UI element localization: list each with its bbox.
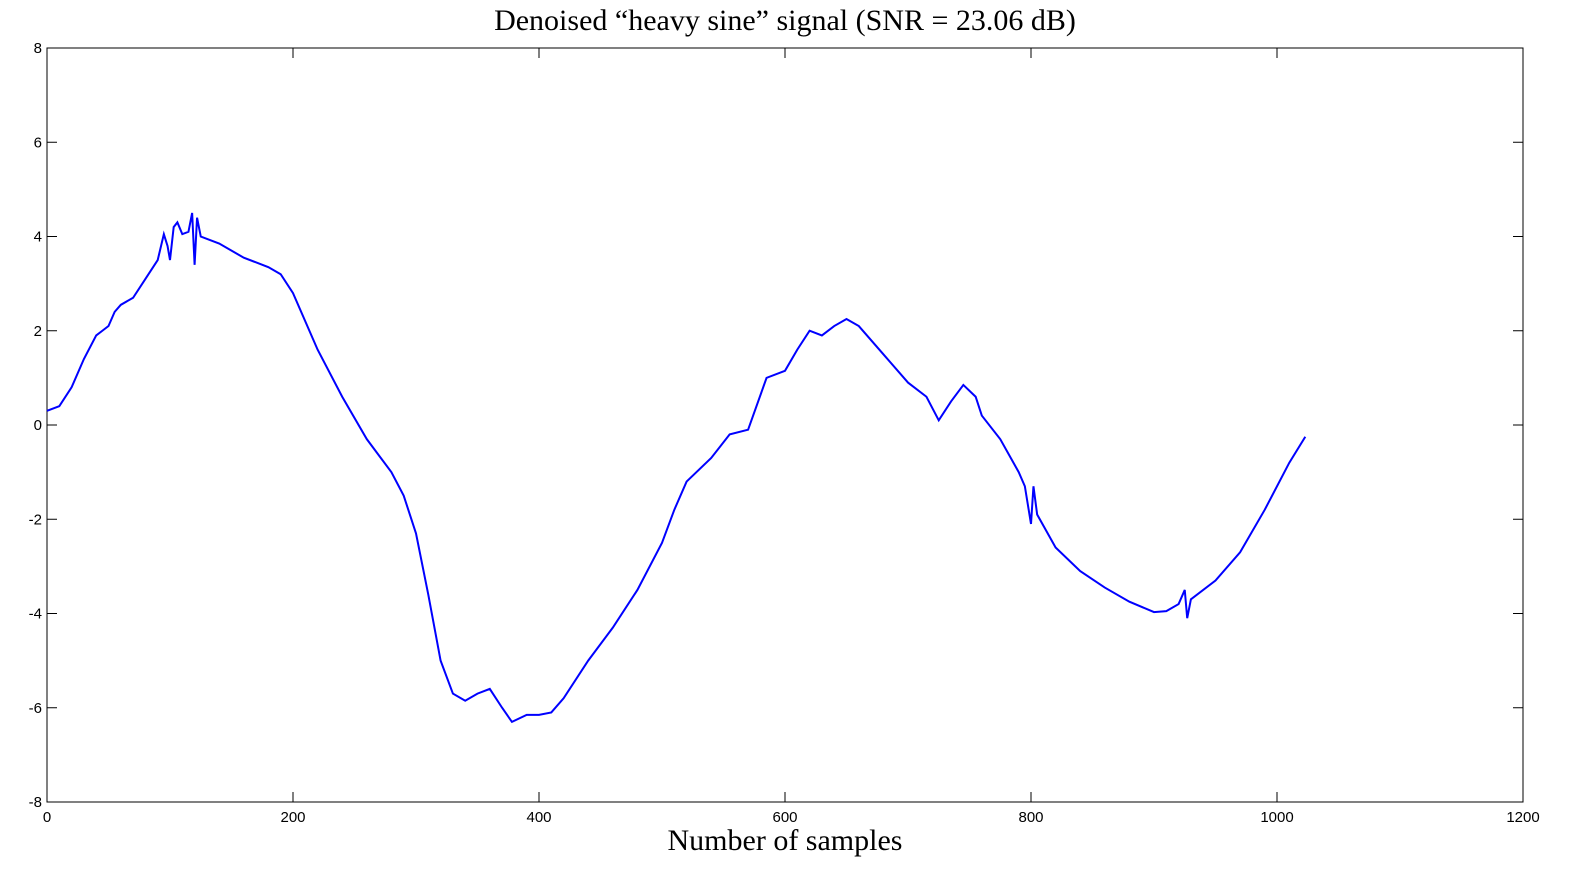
x-tick-label: 1200	[1506, 809, 1539, 826]
y-tick-label: -4	[29, 606, 42, 623]
y-tick-label: 0	[34, 417, 42, 434]
x-tick-label: 800	[1018, 809, 1043, 826]
x-tick-label: 400	[526, 809, 551, 826]
x-tick-label: 1000	[1260, 809, 1293, 826]
signal-line	[46, 212, 1307, 724]
y-tick-label: 4	[34, 229, 42, 246]
x-tick-label: 200	[280, 809, 305, 826]
y-tick-label: 8	[34, 40, 42, 57]
chart-title: Denoised “heavy sine” signal (SNR = 23.0…	[494, 4, 1076, 37]
y-tick-label: -6	[29, 700, 42, 717]
y-tick-label: -8	[29, 794, 42, 811]
x-tick-label: 600	[772, 809, 797, 826]
y-tick-label: 2	[34, 323, 42, 340]
x-axis-label: Number of samples	[668, 824, 903, 857]
x-tick-label: 0	[43, 809, 51, 826]
plot-frame	[46, 47, 1524, 803]
y-tick-label: -2	[29, 511, 42, 528]
y-tick-label: 6	[34, 134, 42, 151]
